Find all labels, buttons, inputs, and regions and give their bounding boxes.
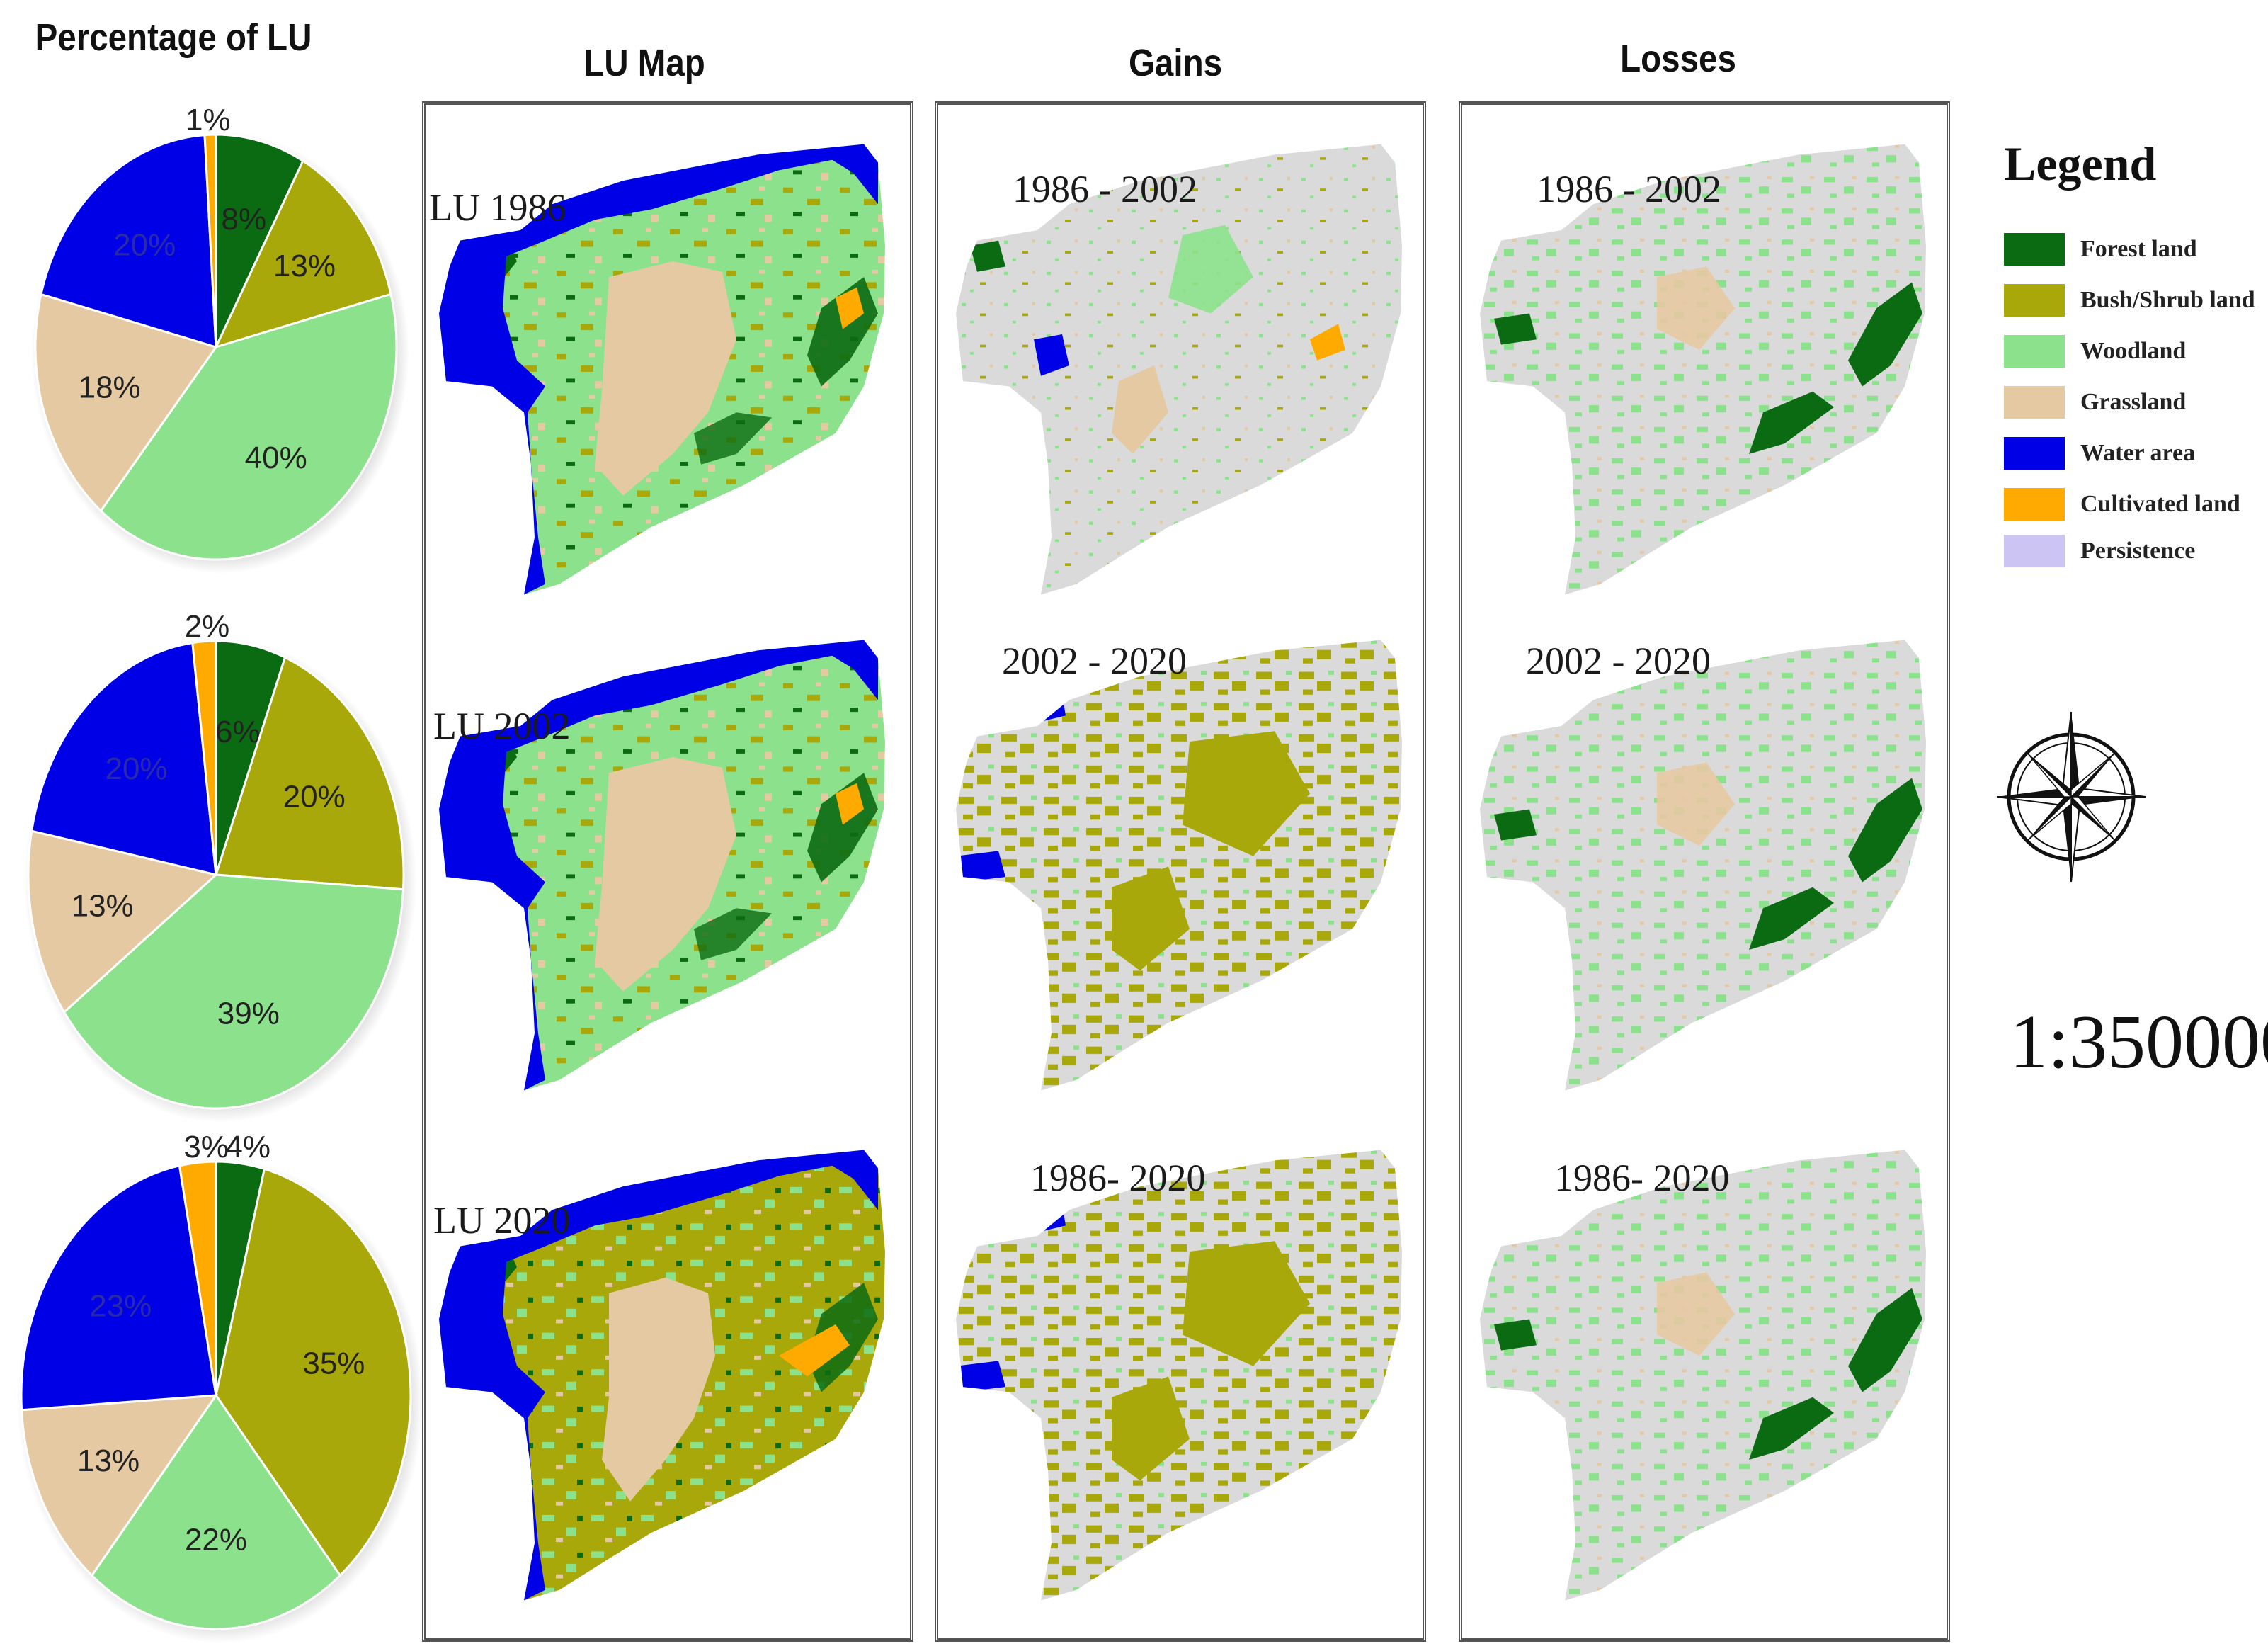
losses-label-1986-2002: 1986 - 2002 [1537,168,1721,210]
pie-slice [62,873,405,1110]
pie-label: 8% [222,202,267,237]
map-scale: 1:350000 [2010,1000,2268,1084]
pie-slice [20,1394,219,1577]
pie-slice [214,159,392,349]
legend-label: Grassland [2080,389,2187,415]
pie-slice [191,640,217,875]
pie-slice [99,293,398,561]
pie-label: 4% [225,1130,270,1164]
pie-label: 40% [245,441,307,475]
losses-column-title: Losses [1620,38,1736,80]
pie-slice [215,133,304,348]
pie-slice [215,1167,412,1577]
legend-label: Cultivated land [2080,491,2240,517]
legend-label: Water area [2080,440,2196,466]
pie-label: 2% [185,609,230,644]
legend-label: Woodland [2080,338,2187,364]
pie-slice [90,1393,342,1630]
pie-slice [203,133,217,348]
legend-item: Woodland [2004,331,2186,371]
gains-label-1986-2020: 1986- 2020 [1030,1157,1206,1199]
losses-label-2002-2020: 2002 - 2020 [1526,640,1711,682]
legend-label: Persistence [2080,538,2196,564]
pie-slice [40,133,217,349]
legend-label: Forest land [2080,236,2197,262]
lu-map-label-2020: LU 2020 [433,1199,571,1242]
legend-item: Bush/Shrub land [2004,280,2255,320]
pie-label: 20% [105,751,167,786]
pie-label: 35% [302,1346,365,1380]
lu-map-label-2002: LU 2002 [433,705,571,747]
losses-label-1986-2020: 1986- 2020 [1554,1157,1730,1199]
pie-label: 13% [273,249,336,283]
lu-map-column-title: LU Map [583,42,705,84]
legend-swatch [2004,488,2065,521]
legend-title: Legend [2004,137,2157,191]
legend-swatch [2004,233,2065,266]
lu-map-panel [422,101,913,1642]
legend-swatch [2004,284,2065,317]
legend-swatch [2004,386,2065,419]
gains-column-title: Gains [1128,42,1223,84]
legend-item: Water area [2004,433,2195,473]
pie-label: 3% [183,1130,229,1164]
compass-rose-icon [1996,711,2146,883]
legend-item: Cultivated land [2004,484,2240,524]
pie-label: 20% [283,779,346,814]
losses-map-2002-2020 [1480,637,1933,1096]
pie-column-title: Percentage of LU [35,16,312,59]
gains-panel [935,101,1426,1642]
gains-label-2002-2020: 2002 - 2020 [1002,640,1187,682]
pie-label: 39% [217,996,280,1031]
pie-slice [20,1164,217,1412]
legend-label: Bush/Shrub land [2080,287,2255,313]
legend-item: Forest land [2004,229,2197,269]
legend-item: Grassland [2004,382,2186,422]
pie-label: 18% [79,370,141,404]
pie-label: 20% [113,228,176,263]
pie-slice [30,641,217,876]
gains-label-1986-2002: 1986 - 2002 [1013,168,1197,210]
pie-slice [34,293,218,513]
gains-map-1986-2020 [956,1147,1409,1606]
pie-slice [215,640,287,875]
pie-label: 23% [89,1289,152,1324]
legend-item: Persistence [2004,531,2195,571]
gains-map-2002-2020 [956,637,1409,1096]
legend-swatch [2004,335,2065,368]
pie-label: 1% [186,103,231,137]
pie-label: 13% [72,889,134,924]
pie-charts: 8%13%40%18%20%1%6%20%39%13%20%2%4%35%22%… [17,103,423,1643]
losses-panel [1459,101,1950,1642]
lu-map-label-1986: LU 1986 [429,186,566,229]
pie-slice [214,656,405,891]
legend-swatch [2004,535,2065,567]
pie-label: 6% [215,715,261,749]
pie-label: 13% [77,1443,139,1478]
pie-slice [27,829,219,1014]
losses-map-1986-2020 [1480,1147,1933,1606]
pie-label: 22% [185,1523,247,1558]
pie-slice [178,1160,217,1396]
legend-swatch [2004,437,2065,470]
